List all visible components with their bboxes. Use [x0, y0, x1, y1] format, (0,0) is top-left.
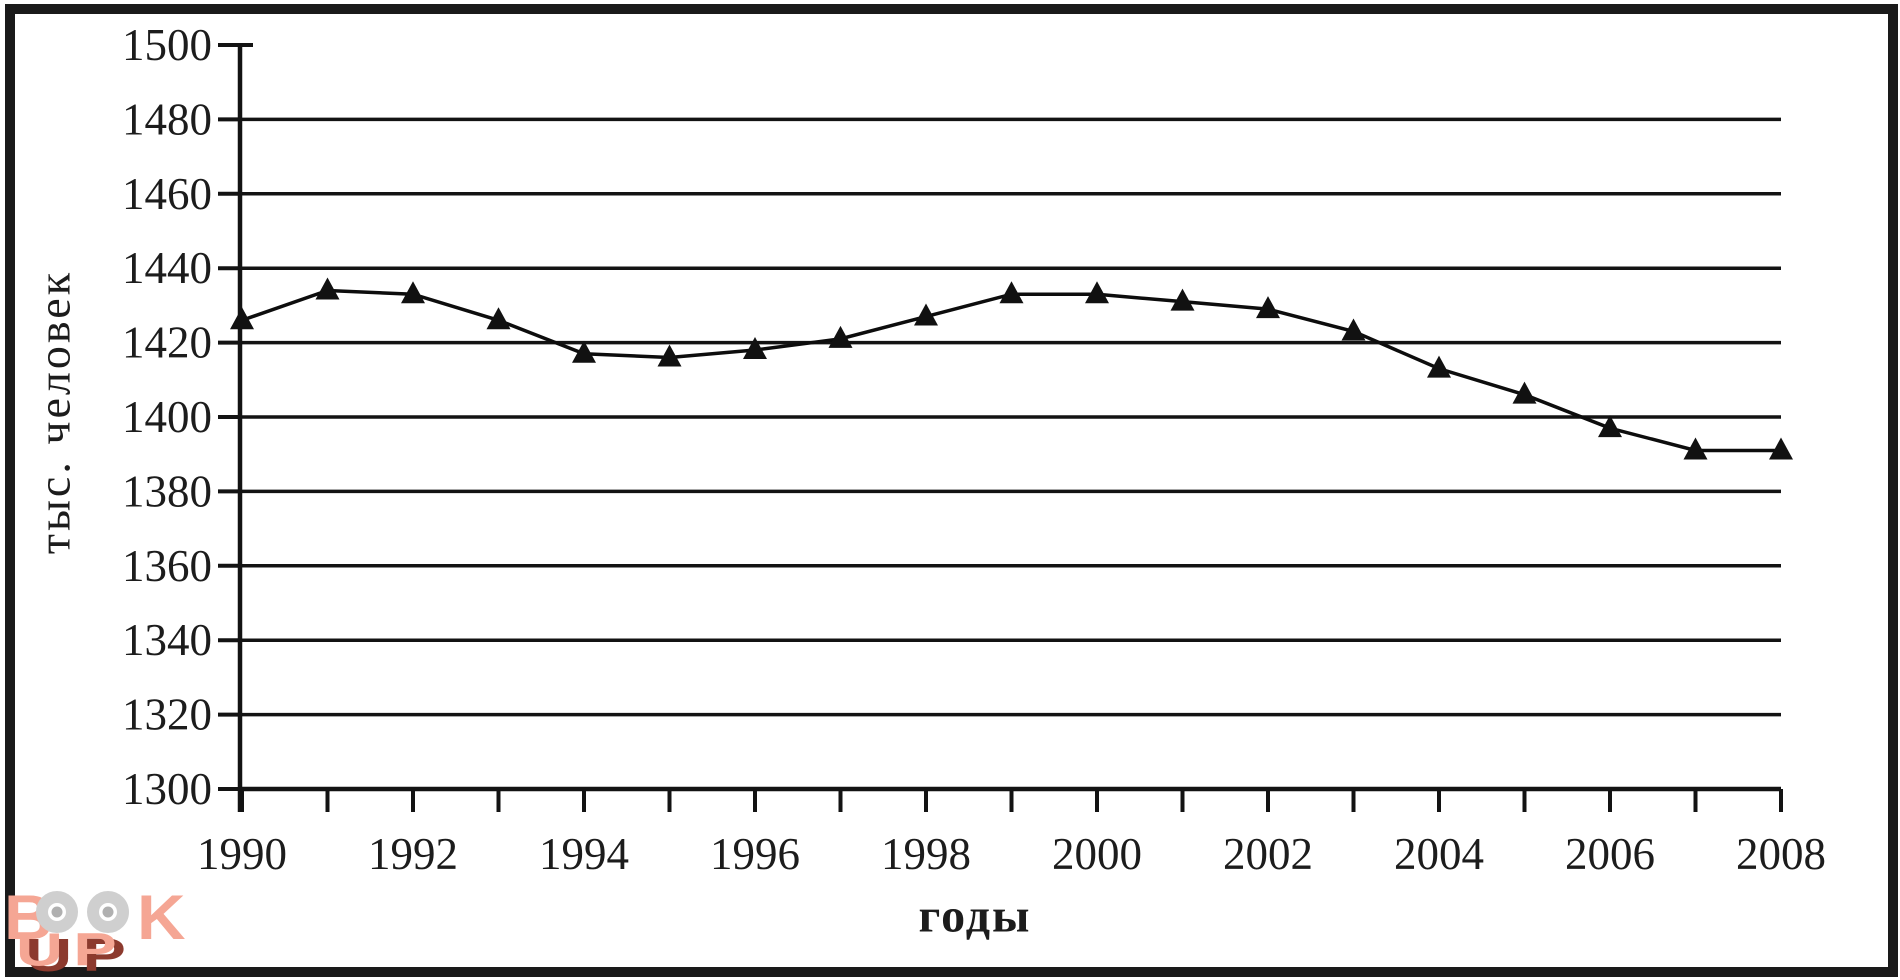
data-point-marker — [230, 307, 254, 330]
y-tick-label: 1340 — [122, 615, 212, 665]
y-tick-label: 1400 — [122, 392, 212, 442]
data-point-marker — [401, 281, 425, 304]
x-tick-label: 2008 — [1736, 829, 1826, 879]
watermark-o-icon — [36, 891, 78, 933]
data-line — [241, 288, 1781, 453]
data-point-marker — [1598, 415, 1622, 438]
data-point-marker — [315, 277, 340, 300]
x-tick-label: 2002 — [1223, 829, 1313, 879]
watermark-o-dot-icon — [102, 906, 114, 918]
data-point-marker — [1170, 288, 1195, 311]
x-tick-label: 1990 — [197, 829, 287, 879]
data-point-marker — [1427, 355, 1451, 378]
y-tick-label: 1420 — [122, 318, 212, 368]
bookup-watermark-logo: B K UP — [0, 880, 220, 980]
data-point-marker — [914, 303, 938, 326]
data-point-marker — [1683, 437, 1708, 460]
data-point-marker — [1341, 318, 1366, 341]
data-point-marker — [486, 307, 511, 330]
data-point-marker — [743, 337, 767, 360]
watermark-o-dot-icon — [51, 906, 63, 918]
y-tick-label: 1460 — [122, 169, 212, 219]
x-tick-label: 2004 — [1394, 829, 1484, 879]
data-point-marker — [1085, 281, 1109, 304]
data-point-marker — [1256, 296, 1280, 319]
data-point-marker — [1512, 381, 1537, 404]
y-tick-label: 1480 — [122, 94, 212, 144]
x-tick-label: 1998 — [881, 829, 971, 879]
x-tick-label: 1994 — [539, 829, 629, 879]
y-tick-label: 1440 — [122, 243, 212, 293]
y-tick-label: 1320 — [122, 690, 212, 740]
y-tick-label: 1500 — [122, 20, 212, 70]
y-tick-label: 1380 — [122, 466, 212, 516]
data-point-marker — [828, 325, 853, 348]
x-tick-label: 2000 — [1052, 829, 1142, 879]
watermark-up-text: UP — [16, 924, 128, 976]
watermark-letter-k: K — [137, 882, 186, 953]
y-tick-label: 1360 — [122, 541, 212, 591]
x-axis-title: годы — [918, 889, 1032, 943]
x-tick-label: 1996 — [710, 829, 800, 879]
x-tick-label: 2006 — [1565, 829, 1655, 879]
watermark-o-icon — [87, 891, 129, 933]
data-point-marker — [999, 281, 1024, 304]
data-point-marker — [572, 340, 596, 363]
data-point-marker — [1769, 437, 1793, 460]
y-axis-title: тыс. человек — [28, 269, 80, 555]
y-tick-label: 1300 — [122, 764, 212, 814]
data-point-marker — [657, 344, 682, 367]
x-tick-label: 1992 — [368, 829, 458, 879]
